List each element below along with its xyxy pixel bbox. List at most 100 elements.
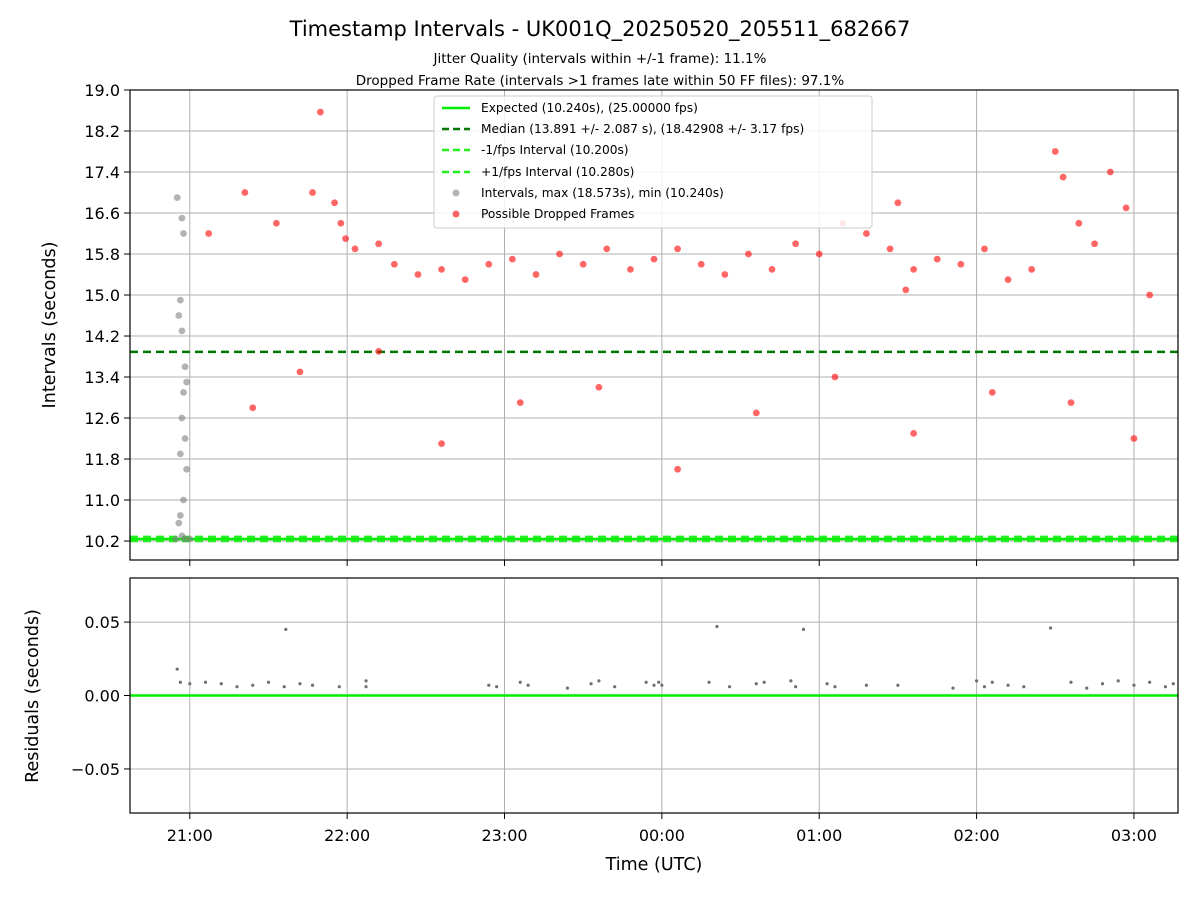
data-point [188,682,192,686]
data-point [1075,219,1083,227]
y-tick-label: 15.8 [84,245,120,264]
data-point [176,450,184,458]
data-point [981,245,988,253]
data-point [375,240,383,248]
data-point [1022,685,1026,689]
data-point [801,627,806,632]
data-point [364,685,368,689]
data-point [317,108,324,116]
data-point [1130,435,1138,442]
data-point [526,683,530,687]
y-tick-label: 19.0 [84,81,120,100]
data-point [1171,682,1175,686]
data-point [1028,265,1036,273]
data-point [364,679,368,683]
data-point [180,496,187,504]
data-point [951,686,955,690]
data-point [219,682,223,686]
x-tick-label: 22:00 [324,826,370,845]
data-point [626,265,634,273]
data-point [173,194,181,202]
data-point [284,627,288,632]
data-point [390,260,398,268]
y-tick-label: 12.6 [84,409,120,428]
y-tick-label: 11.8 [84,450,120,469]
data-point [603,245,611,253]
data-point [556,250,563,258]
residuals-panel: −0.05 0.00 0.05 21:00 22:00 23:00 00:00 01:00 0… [23,577,1179,875]
data-point [650,255,658,263]
data-point [657,680,661,684]
data-point [337,685,341,689]
data-point [183,465,191,473]
intervals-points [172,108,1154,543]
x-tick-label: 01:00 [796,826,842,845]
data-point [181,535,189,543]
residuals-points [175,624,1175,690]
legend-dropped-marker [452,210,460,218]
data-point [203,680,208,684]
data-point [792,240,800,248]
data-point [180,230,187,237]
data-point [1048,626,1053,630]
data-point [768,265,776,273]
data-point [516,399,524,407]
intervals-reference-lines [130,350,1178,543]
intervals-y-axis-label: Intervals (seconds) [40,242,60,409]
data-point [175,667,179,671]
data-point [933,255,941,263]
data-point [235,685,239,689]
data-point [249,404,257,412]
y-tick-label: 16.6 [84,204,120,223]
data-point [181,435,189,442]
data-point [721,271,729,278]
data-point [902,286,910,294]
data-point [886,245,894,253]
data-point [176,296,184,304]
data-point [183,378,191,386]
legend-expected-label: Expected (10.240s), (25.00000 fps) [481,101,698,115]
data-point [178,327,186,335]
data-point [727,685,732,689]
data-point [597,679,601,683]
intervals-y-ticks: 10.2 11.0 11.8 12.6 13.4 14.2 15.0 15.8 16.6 17.4… [84,81,130,551]
data-point [910,430,918,437]
data-point [864,683,869,687]
data-point [831,373,839,381]
y-tick-label: 0.00 [84,687,120,706]
data-point [178,414,186,422]
y-tick-label: 15.0 [84,286,120,305]
data-point [1069,680,1073,684]
data-point [579,260,587,268]
data-point [1146,291,1154,299]
y-tick-label: 10.2 [84,532,120,551]
intervals-x-ticks [189,560,1135,566]
data-point [508,255,516,263]
data-point [487,683,491,687]
data-point [1051,148,1059,155]
data-point [181,363,189,371]
data-point [266,680,271,684]
data-point [272,219,280,227]
legend-intervals-marker [452,189,460,197]
data-point [589,682,593,686]
y-tick-label: −0.05 [71,760,120,779]
data-point [863,230,870,237]
data-point [1122,204,1130,212]
data-point [1059,173,1067,181]
legend: Expected (10.240s), (25.00000 fps) Media… [433,95,873,229]
y-tick-label: 17.4 [84,163,120,182]
data-point [910,265,918,273]
data-point [1116,679,1120,683]
data-point [1148,680,1152,684]
data-point [438,440,445,448]
legend-median-label: Median (13.891 +/- 2.087 s), (18.42908 +… [481,122,804,136]
x-tick-label: 23:00 [481,826,527,845]
data-point [1132,683,1136,687]
data-point [752,409,760,417]
data-point [894,199,902,207]
data-point [282,685,286,689]
data-point [565,686,570,690]
data-point [375,347,383,355]
